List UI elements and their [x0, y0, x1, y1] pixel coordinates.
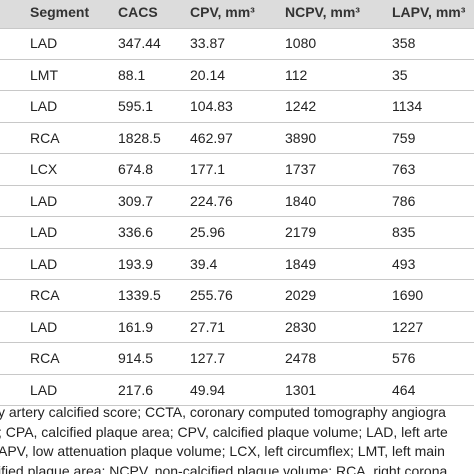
table-cell: 1227 [392, 318, 424, 335]
table-cell: 464 [392, 381, 416, 398]
table-cell: 1690 [392, 287, 424, 303]
table-row: LAD 336.6 25.96 2179 835 [0, 217, 474, 249]
table-cell: 27.71 [190, 318, 226, 335]
table-cell: 35 [392, 66, 408, 83]
footnote-line: ified plaque area; NCPV, non-calcified p… [0, 462, 448, 474]
table-cell: 759 [392, 129, 416, 146]
footnote-line: ; CPA, calcified plaque area; CPV, calci… [0, 423, 448, 440]
table-row: LAD 309.7 224.76 1840 786 [0, 186, 474, 217]
table-cell: 336.6 [118, 224, 154, 240]
table-cell: 255.76 [190, 287, 233, 303]
header-row: Segment CACS CPV, mm³ NCPV, mm³ LAPV, mm³ [0, 0, 474, 29]
table-cell: 835 [392, 224, 416, 240]
table-cell: RCA [30, 287, 60, 303]
table-cell: 104.83 [190, 98, 233, 114]
table-cell: RCA [30, 129, 60, 146]
table-cell: 309.7 [118, 192, 154, 209]
table-cell: LAD [30, 224, 58, 240]
table-cell: LAD [30, 381, 58, 398]
footnote-line: APV, low attenuation plaque volume; LCX,… [0, 443, 445, 459]
table-cell: 177.1 [190, 161, 226, 177]
table-cell: 493 [392, 255, 416, 272]
table-cell: 2478 [285, 350, 317, 366]
table-row: LAD 595.1 104.83 1242 1134 [0, 91, 474, 123]
table-cell: 914.5 [118, 350, 154, 366]
table-cell: LCX [30, 161, 58, 177]
table-cell: 1080 [285, 35, 317, 51]
table-row: RCA 914.5 127.7 2478 576 [0, 343, 474, 375]
table-row: RCA 1828.5 462.97 3890 759 [0, 123, 474, 154]
table-cell: 358 [392, 35, 416, 51]
table-row: LAD 217.6 49.94 1301 464 [0, 375, 474, 406]
table-cell: 2830 [285, 318, 317, 335]
table-cell: LMT [30, 66, 58, 83]
table-cell: 3890 [285, 129, 317, 146]
table-cell: 1301 [285, 381, 317, 398]
header-cell: Segment [30, 4, 90, 20]
table-row: RCA 1339.5 255.76 2029 1690 [0, 280, 474, 312]
table-cell: 1840 [285, 192, 317, 209]
table-cell: LAD [30, 318, 58, 335]
table-cell: 2029 [285, 287, 317, 303]
table-cell: 39.4 [190, 255, 218, 272]
table-cell: 127.7 [190, 350, 226, 366]
table-cell: LAD [30, 35, 58, 51]
table-row: LCX 674.8 177.1 1737 763 [0, 154, 474, 186]
table-cell: 786 [392, 192, 416, 209]
table-cell: 88.1 [118, 66, 146, 83]
table-cell: 49.94 [190, 381, 226, 398]
table-row: LAD 347.44 33.87 1080 358 [0, 28, 474, 60]
header-cell: CACS [118, 4, 158, 20]
table-cell: 1849 [285, 255, 317, 272]
table-cell: 1828.5 [118, 129, 161, 146]
header-cell: NCPV, mm³ [285, 4, 360, 20]
table-row: LMT 88.1 20.14 112 35 [0, 60, 474, 91]
table-cell: 20.14 [190, 66, 226, 83]
table-cell: 2179 [285, 224, 317, 240]
header-cell: CPV, mm³ [190, 4, 255, 20]
table-cell: 763 [392, 161, 416, 177]
table-cell: 1339.5 [118, 287, 161, 303]
table-cell: 674.8 [118, 161, 154, 177]
table-cell: LAD [30, 98, 58, 114]
footnote-line: y artery calcified score; CCTA, coronary… [0, 404, 446, 420]
table-cell: 576 [392, 350, 416, 366]
table-cell: 347.44 [118, 35, 161, 51]
table-cell: 1134 [392, 98, 423, 114]
table-cell: 112 [285, 66, 308, 83]
table-cell: 217.6 [118, 381, 154, 398]
table-cell: LAD [30, 192, 58, 209]
table-cell: 1737 [285, 161, 317, 177]
table-cell: 462.97 [190, 129, 233, 146]
table-cell: 595.1 [118, 98, 154, 114]
table-cell: 161.9 [118, 318, 154, 335]
table-cell: LAD [30, 255, 58, 272]
table-cell: 1242 [285, 98, 317, 114]
table-cell: RCA [30, 350, 60, 366]
table-cell: 193.9 [118, 255, 154, 272]
table-row: LAD 193.9 39.4 1849 493 [0, 249, 474, 280]
table-cell: 33.87 [190, 35, 226, 51]
table-cell: 25.96 [190, 224, 226, 240]
table-cell: 224.76 [190, 192, 233, 209]
header-cell: LAPV, mm³ [392, 4, 466, 20]
table-row: LAD 161.9 27.71 2830 1227 [0, 312, 474, 343]
